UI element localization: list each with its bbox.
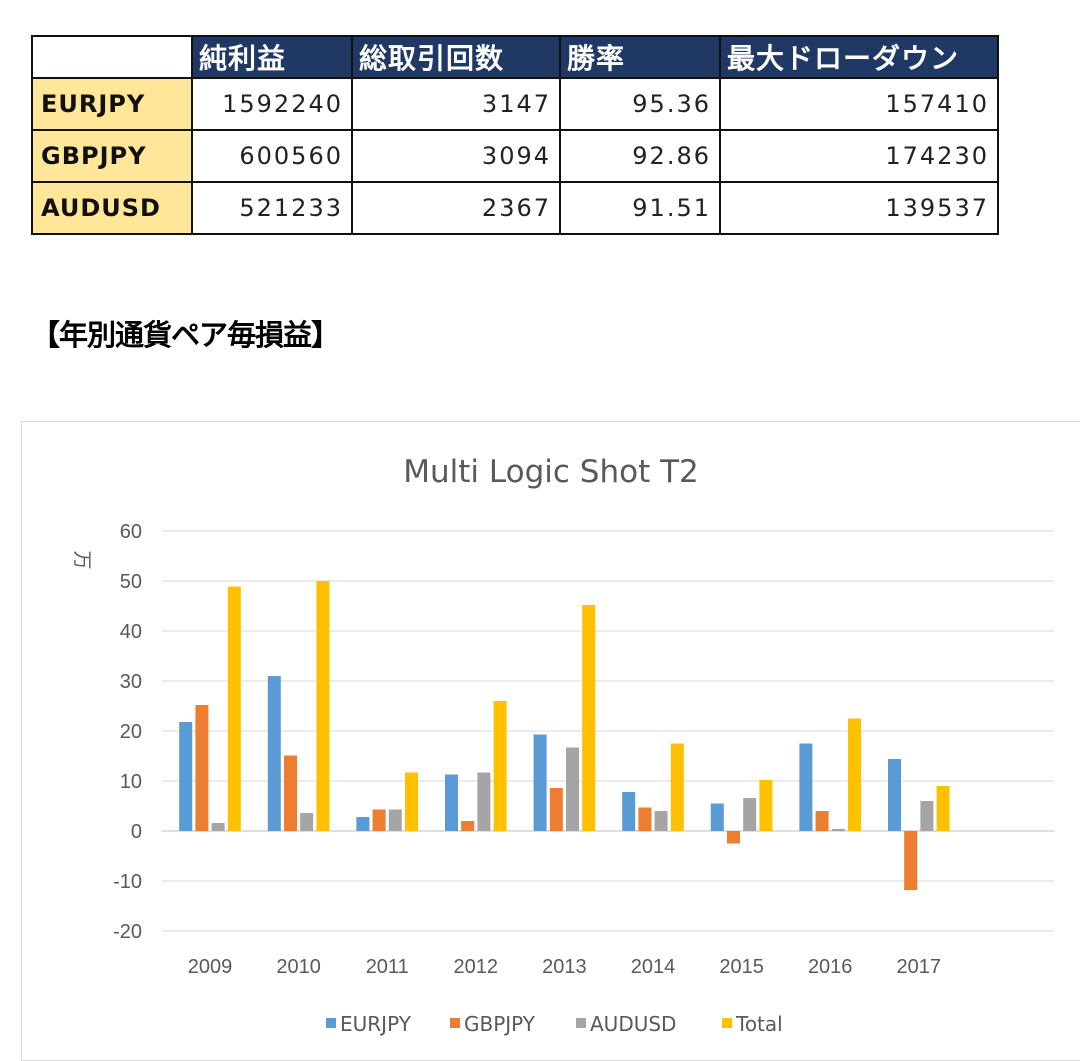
- x-tick-label: 2010: [276, 956, 321, 978]
- bar-eurjpy-2014: [622, 792, 636, 831]
- bar-eurjpy-2012: [445, 774, 458, 831]
- chart-title: Multi Logic Shot T2: [403, 454, 698, 490]
- y-tick-label: 0: [131, 821, 142, 843]
- header-corner: [31, 35, 193, 79]
- bar-total-2016: [848, 718, 861, 831]
- bar-total-2010: [316, 581, 330, 831]
- legend-label-eurjpy: EURJPY: [340, 1012, 412, 1036]
- y-axis-ticks: 60 50 40 30 20 10 0 -10 -20: [113, 521, 142, 943]
- bar-total-2015: [759, 780, 773, 831]
- bar-total-2012: [493, 701, 507, 831]
- bar-chart: Multi Logic Shot T2 万 6050403020100-10-2…: [71, 454, 1054, 1036]
- bar-total-2013: [582, 605, 596, 831]
- bar-total-2017: [936, 786, 950, 831]
- table-row: GBPJPY 600560 3094 92.86 174230: [31, 129, 999, 183]
- x-tick-label: 2012: [454, 956, 499, 978]
- legend-swatch-total: [722, 1018, 732, 1028]
- bar-gbpjpy-2013: [549, 788, 563, 831]
- cell-max-drawdown: 157410: [719, 77, 999, 131]
- x-tick-label: 2013: [542, 956, 587, 978]
- y-tick-label: 40: [120, 621, 142, 643]
- legend-label-total: Total: [735, 1012, 783, 1036]
- legend-swatch-gbpjpy: [450, 1018, 460, 1028]
- section-heading: 【年別通貨ペア毎損益】: [31, 318, 340, 352]
- header-total-trades: 総取引回数: [351, 35, 561, 79]
- x-axis-ticks: 2009 2010 2011 2012 2013 2014 2015 2016 2017: [188, 956, 941, 978]
- stats-table: 純利益 総取引回数 勝率 最大ドローダウン EURJPY 1592240 314…: [31, 35, 999, 235]
- x-tick-label: 2009: [188, 956, 233, 978]
- bar-audusd-2014: [654, 811, 668, 831]
- bar-eurjpy-2011: [356, 817, 370, 831]
- bar-gbpjpy-2015: [727, 831, 740, 844]
- y-tick-label: -10: [113, 871, 142, 893]
- bar-audusd-2017: [920, 801, 934, 831]
- cell-win-rate: 95.36: [559, 77, 721, 131]
- bar-gbpjpy-2009: [195, 705, 209, 831]
- table-row: AUDUSD 521233 2367 91.51 139537: [31, 181, 999, 235]
- y-tick-label: 20: [120, 721, 142, 743]
- x-tick-label: 2015: [719, 956, 764, 978]
- legend-swatch-eurjpy: [326, 1018, 336, 1028]
- bar-eurjpy-2013: [533, 734, 547, 831]
- bar-audusd-2015: [743, 798, 757, 831]
- table-row: EURJPY 1592240 3147 95.36 157410: [31, 77, 999, 131]
- chart-area: Multi Logic Shot T2 万 60 50 40 30 20 10 0 -10 -2…: [21, 421, 1080, 1061]
- y-tick-label: 60: [120, 521, 142, 543]
- bar-gbpjpy-2016: [815, 811, 829, 831]
- row-pair-label: EURJPY: [31, 77, 193, 131]
- cell-net-profit: 521233: [191, 181, 353, 235]
- bar-eurjpy-2009: [179, 722, 193, 831]
- bar-audusd-2013: [566, 747, 579, 831]
- table-header-row: 純利益 総取引回数 勝率 最大ドローダウン: [31, 35, 999, 79]
- cell-win-rate: 92.86: [559, 129, 721, 183]
- cell-net-profit: 600560: [191, 129, 353, 183]
- legend: EURJPY GBPJPY AUDUSD Total: [326, 1012, 783, 1036]
- header-max-drawdown: 最大ドローダウン: [719, 35, 999, 79]
- row-pair-label: AUDUSD: [31, 181, 193, 235]
- bar-total-2009: [227, 586, 241, 831]
- bar-gbpjpy-2014: [638, 807, 652, 831]
- cell-trades: 2367: [351, 181, 561, 235]
- bar-audusd-2012: [477, 772, 491, 831]
- bar-eurjpy-2017: [888, 759, 901, 831]
- bar-gbpjpy-2011: [372, 809, 386, 831]
- legend-label-gbpjpy: GBPJPY: [464, 1012, 536, 1036]
- bar-audusd-2016: [831, 829, 845, 831]
- header-net-profit: 純利益: [191, 35, 353, 79]
- legend-swatch-audusd: [576, 1018, 586, 1028]
- bar-total-2014: [670, 743, 684, 831]
- bar-eurjpy-2015: [710, 803, 724, 831]
- bar-eurjpy-2010: [267, 676, 281, 831]
- cell-trades: 3147: [351, 77, 561, 131]
- bar-eurjpy-2016: [799, 743, 813, 831]
- bar-audusd-2010: [300, 813, 314, 831]
- bar-audusd-2009: [211, 823, 225, 831]
- cell-max-drawdown: 174230: [719, 129, 999, 183]
- bar-gbpjpy-2012: [461, 821, 475, 831]
- y-tick-label: 50: [120, 571, 142, 593]
- bars: [179, 581, 950, 890]
- x-tick-label: 2017: [897, 956, 942, 978]
- cell-net-profit: 1592240: [191, 77, 353, 131]
- bar-gbpjpy-2017: [904, 831, 918, 890]
- y-tick-label: -20: [113, 921, 142, 943]
- bar-gbpjpy-2010: [284, 755, 297, 831]
- header-win-rate: 勝率: [559, 35, 721, 79]
- cell-max-drawdown: 139537: [719, 181, 999, 235]
- x-tick-label: 2014: [631, 956, 676, 978]
- x-tick-label: 2011: [366, 956, 409, 978]
- x-tick-label: 2016: [808, 956, 853, 978]
- y-tick-label: 30: [120, 671, 142, 693]
- bar-total-2011: [405, 772, 418, 831]
- cell-win-rate: 91.51: [559, 181, 721, 235]
- cell-trades: 3094: [351, 129, 561, 183]
- gridlines: [162, 530, 1054, 932]
- row-pair-label: GBPJPY: [31, 129, 193, 183]
- y-tick-label: 10: [120, 771, 142, 793]
- y-unit-label: 万: [71, 550, 93, 569]
- legend-label-audusd: AUDUSD: [590, 1012, 676, 1036]
- bar-audusd-2011: [388, 809, 402, 831]
